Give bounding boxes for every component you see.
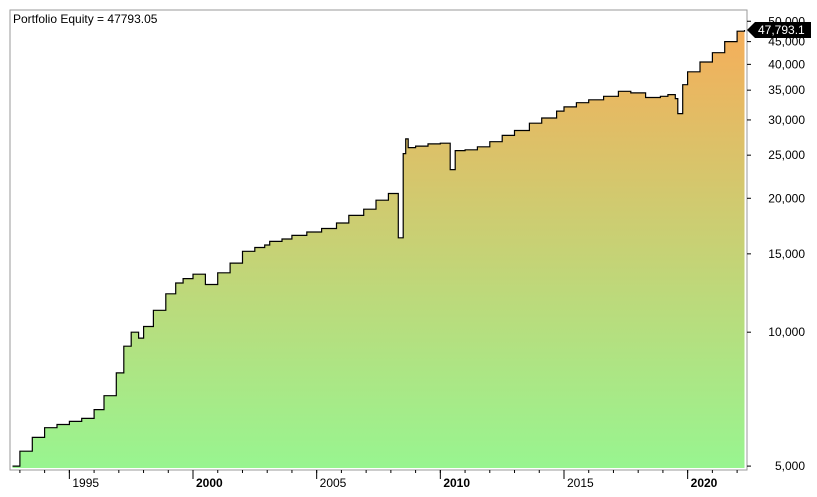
y-tick-label: 45,000 [768,35,805,49]
y-axis: 5,000 10,000 15,000 20,000 25,000 30,000 35,00… [747,14,805,473]
x-tick-label: 2010 [443,476,470,490]
equity-line [12,30,746,467]
x-tick-label: 2015 [567,476,594,490]
y-tick-label: 15,000 [768,247,805,261]
title-name: Portfolio Equity [13,12,94,26]
x-tick-label: 2000 [196,476,223,490]
equity-area-fill [12,30,745,468]
title-separator: = [94,12,108,26]
y-tick-label: 35,000 [768,83,805,97]
x-tick-label: 1995 [72,476,99,490]
y-tick-label: 10,000 [768,325,805,339]
last-value-tag-shape [747,21,811,38]
x-tick-label: 2005 [320,476,347,490]
y-tick-label: 5,000 [775,459,805,473]
chart-title: Portfolio Equity = 47793.05 [13,12,158,26]
y-tick-label: 40,000 [768,57,805,71]
x-axis: 1995 2000 2005 2010 2015 2020 [19,470,738,490]
title-value: 47793.05 [107,12,157,26]
y-tick-label: 30,000 [768,113,805,127]
y-tick-label: 20,000 [768,191,805,205]
y-tick-label: 25,000 [768,148,805,162]
last-value-label: 47,793.1 [758,23,805,37]
x-tick-label: 2020 [691,476,718,490]
last-value-tag: 47,793.1 [747,21,811,38]
